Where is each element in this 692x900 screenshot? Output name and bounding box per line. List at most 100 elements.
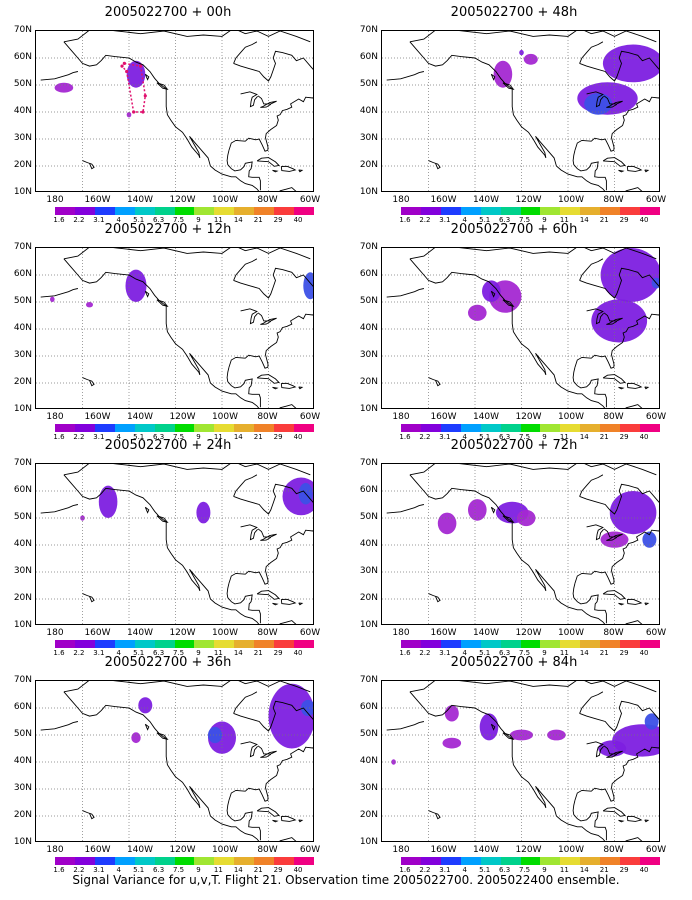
x-tick-label: 160W	[430, 845, 457, 855]
colorbar-swatch	[74, 640, 95, 648]
variance-region	[86, 302, 93, 308]
colorbar-swatch	[460, 857, 481, 865]
coastline	[226, 582, 261, 624]
colorbar-swatch	[114, 857, 135, 865]
colorbar-label: 7.5	[518, 433, 531, 441]
colorbar-swatch	[500, 857, 521, 865]
colorbar-swatch	[480, 207, 501, 215]
map-frame	[35, 247, 314, 409]
coastline	[279, 837, 302, 841]
x-tick-label: 180	[392, 195, 410, 205]
colorbar-label: 40	[293, 649, 303, 657]
y-tick-label: 50N	[13, 512, 32, 522]
colorbar-swatch	[254, 640, 275, 648]
coastline	[226, 799, 261, 841]
colorbar-swatch	[420, 857, 441, 865]
coastline	[409, 474, 606, 624]
coastline	[144, 290, 150, 298]
map-panel: 2005022700 + 48h 70N 60N 50N 40N 30N 20N 10N 180…	[349, 5, 679, 225]
colorbar-label: 1.6	[399, 866, 411, 874]
x-tick-label: 140W	[472, 195, 500, 205]
variance-region	[442, 737, 462, 749]
variance-region	[98, 485, 118, 518]
coastline	[409, 464, 657, 476]
coastline	[144, 73, 150, 81]
colorbar-label: 9	[196, 649, 201, 657]
coastline	[626, 598, 643, 605]
y-tick-label: 20N	[359, 377, 378, 387]
colorbar-label: 5.1	[133, 649, 145, 657]
y-tick-label: 20N	[359, 160, 378, 170]
flight-track	[121, 62, 147, 113]
y-tick-label: 30N	[359, 783, 378, 793]
variance-region	[208, 726, 222, 744]
y-tick-label: 20N	[13, 810, 32, 820]
colorbar-swatch	[440, 640, 461, 648]
coastline	[40, 288, 79, 298]
y-tick-label: 50N	[13, 79, 32, 89]
coastline	[233, 483, 313, 515]
y-tick-label: 10N	[359, 187, 378, 197]
x-tick-label: 120W	[169, 195, 196, 205]
colorbar-swatch	[274, 207, 295, 215]
colorbar-label: 21	[599, 649, 609, 657]
coastline	[603, 528, 623, 541]
colorbar-swatch	[440, 424, 461, 432]
colorbar-label: 7.5	[172, 649, 185, 657]
colorbar-swatch	[234, 640, 255, 648]
colorbar-swatch	[94, 424, 115, 432]
coastline	[233, 474, 258, 497]
y-tick-label: 20N	[359, 593, 378, 603]
panel-title: 2005022700 + 24h	[104, 438, 232, 453]
coastline	[82, 593, 95, 603]
colorbar-label: 2.2	[73, 866, 85, 874]
x-tick-label: 80W	[257, 412, 278, 422]
coastline	[502, 82, 515, 91]
colorbar-label: 1.6	[53, 433, 65, 441]
colorbar-swatch	[440, 207, 461, 215]
colorbar-label: 5.1	[479, 866, 491, 874]
y-tick-label: 70N	[359, 242, 378, 252]
coastline	[272, 602, 279, 606]
colorbar-label: 5.1	[133, 433, 145, 441]
colorbar-swatch	[254, 207, 275, 215]
y-tick-label: 10N	[359, 404, 378, 414]
coastline	[280, 598, 297, 605]
colorbar-swatch	[274, 424, 295, 432]
colorbar-label: 11	[213, 649, 223, 657]
colorbar-swatch	[114, 424, 135, 432]
colorbar-label: 2.2	[419, 649, 431, 657]
panel-title: 2005022700 + 60h	[450, 222, 578, 237]
coastline	[602, 807, 626, 817]
colorbar-label: 7.5	[518, 649, 531, 657]
variance-region	[493, 60, 513, 88]
colorbar-label: 5.1	[133, 216, 145, 224]
colorbar-label: 6.3	[499, 866, 511, 874]
colorbar-swatch	[440, 857, 461, 865]
colorbar-swatch	[134, 207, 155, 215]
y-tick-label: 60N	[13, 269, 32, 279]
colorbar-label: 14	[233, 649, 243, 657]
y-tick-label: 50N	[359, 729, 378, 739]
colorbar-swatch	[560, 640, 581, 648]
colorbar	[401, 424, 660, 432]
colorbar-label: 3.1	[93, 433, 105, 441]
colorbar-swatch	[174, 857, 195, 865]
map-svg	[382, 681, 659, 841]
x-tick-label: 100W	[557, 628, 585, 638]
colorbar-label: 29	[273, 433, 283, 441]
coastline	[409, 248, 657, 260]
y-tick-label: 60N	[13, 485, 32, 495]
variance-region	[138, 697, 153, 714]
coastline	[502, 299, 515, 308]
colorbar-swatch	[74, 424, 95, 432]
coastline	[279, 404, 302, 408]
colorbar-label: 4	[116, 866, 121, 874]
y-tick-label: 50N	[13, 729, 32, 739]
colorbar-swatch	[254, 857, 275, 865]
coastline	[409, 691, 606, 841]
colorbar	[55, 857, 314, 865]
colorbar-swatch	[194, 207, 215, 215]
colorbar-label: 3.1	[93, 866, 105, 874]
colorbar-swatch	[274, 640, 295, 648]
